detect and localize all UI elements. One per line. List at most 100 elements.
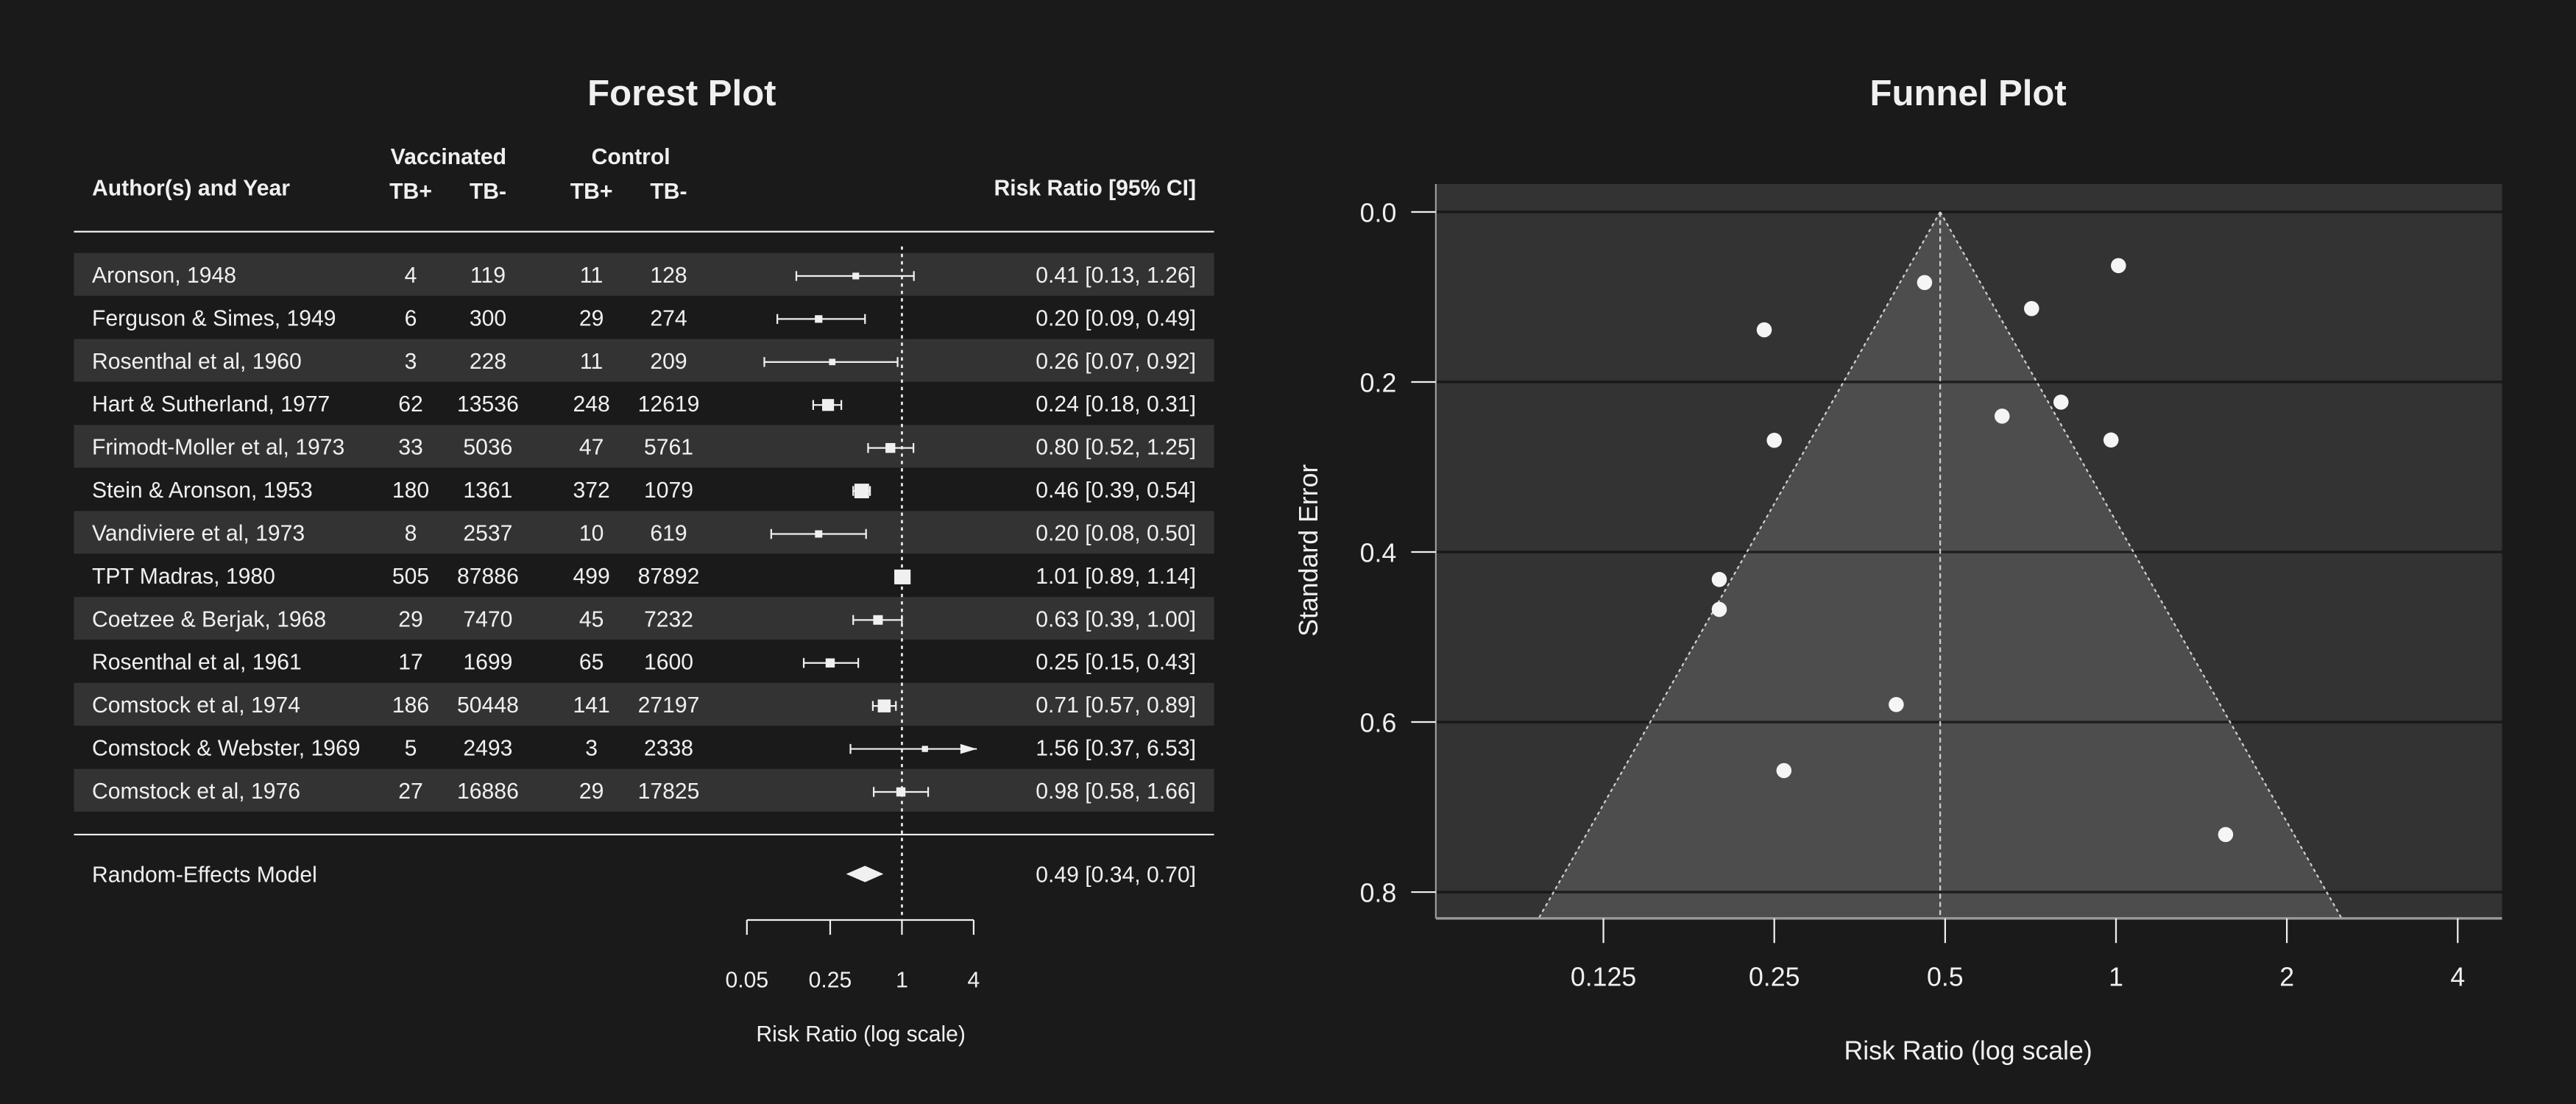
summary-estimate-text: 0.49 [0.34, 0.70] [1036, 863, 1196, 888]
ctrl-tbpos-cell: 141 [573, 693, 609, 718]
summary-label: Random-Effects Model [92, 863, 317, 888]
point-estimate-square [822, 399, 835, 411]
vacc-tbneg-cell: 7470 [463, 607, 512, 631]
estimate-cell: 1.56 [0.37, 6.53] [1036, 736, 1196, 760]
vacc-tbneg-cell: 119 [470, 263, 506, 288]
study-estimate-mark [852, 484, 871, 499]
vacc-tbpos-cell: 4 [405, 263, 417, 288]
header-vaccinated: Vaccinated [391, 145, 506, 169]
study-point [2053, 394, 2069, 410]
x-tick-label: 0.05 [725, 969, 768, 993]
funnel-limit-left [1538, 211, 1942, 919]
header-ctrl-tbpos: TB+ [570, 180, 613, 204]
vacc-tbneg-cell: 2537 [463, 521, 512, 545]
x-tick-label: 1 [896, 969, 908, 993]
ctrl-tbpos-cell: 29 [579, 779, 604, 804]
header-ctrl-tbneg: TB- [650, 180, 687, 204]
ci-arrow [960, 743, 977, 754]
ctrl-tbneg-cell: 7232 [644, 607, 693, 631]
point-estimate-square [852, 272, 860, 280]
y-tick-label: 0.0 [1360, 198, 1397, 227]
x-tick-label: 1 [2109, 962, 2123, 991]
row-band [74, 339, 1214, 382]
forest-x-label: Risk Ratio (log scale) [756, 1022, 966, 1047]
vacc-tbpos-cell: 3 [405, 350, 417, 374]
estimate-cell: 0.98 [0.58, 1.66] [1036, 779, 1196, 804]
study-point [1766, 433, 1782, 448]
estimate-cell: 0.25 [0.15, 0.43] [1036, 651, 1196, 675]
study-point [2103, 432, 2119, 448]
funnel-title: Funnel Plot [1869, 74, 2066, 113]
x-tick-label: 0.125 [1571, 962, 1636, 991]
summary-diamond [846, 866, 884, 882]
vacc-tbpos-cell: 186 [392, 693, 429, 718]
ctrl-tbpos-cell: 248 [573, 392, 609, 417]
author-cell: Frimodt-Moller et al, 1973 [92, 436, 344, 460]
estimate-cell: 0.24 [0.18, 0.31] [1036, 392, 1196, 417]
study-estimate-mark [867, 442, 915, 453]
y-tick-label: 0.8 [1360, 878, 1397, 907]
vacc-tbneg-cell: 300 [470, 306, 506, 330]
estimate-cell: 0.80 [0.52, 1.25] [1036, 436, 1196, 460]
funnel-limit-right [1939, 211, 2343, 919]
ctrl-tbpos-cell: 11 [580, 263, 603, 288]
funnel-plot: Funnel Plot 0.0 0.2 0.4 0.6 0.8 0.125 0.25 0.5 1… [1294, 74, 2502, 1066]
point-estimate-square [829, 358, 836, 366]
vacc-tbpos-cell: 8 [405, 521, 417, 545]
point-estimate-square [854, 484, 869, 499]
ctrl-tbneg-cell: 1079 [644, 478, 693, 503]
x-tick-label: 4 [2450, 962, 2465, 991]
x-tick-label: 0.25 [809, 969, 852, 993]
table-row: Coetzee & Berjak, 1968 29 7470 45 7232 0.63 [… [74, 597, 1214, 640]
vacc-tbneg-cell: 13536 [457, 392, 519, 417]
point-estimate-square [877, 699, 891, 712]
point-estimate-square [825, 658, 835, 668]
study-estimate-mark [770, 528, 867, 539]
vacc-tbneg-cell: 50448 [457, 693, 519, 718]
ctrl-tbpos-cell: 65 [579, 651, 604, 675]
estimate-cell: 0.41 [0.13, 1.26] [1036, 263, 1196, 288]
x-tick-label: 4 [968, 969, 980, 993]
author-cell: Vandiviere et al, 1973 [92, 521, 305, 545]
point-estimate-square [921, 746, 928, 752]
ctrl-tbpos-cell: 499 [573, 565, 609, 589]
vacc-tbneg-cell: 16886 [457, 779, 519, 804]
header-vacc-tbneg: TB- [470, 180, 506, 204]
ctrl-tbneg-cell: 12619 [638, 392, 700, 417]
vacc-tbpos-cell: 62 [398, 392, 423, 417]
point-estimate-square [873, 615, 883, 625]
study-estimate-mark [894, 569, 911, 584]
header-estimate: Risk Ratio [95% CI] [994, 177, 1196, 201]
table-row: Frimodt-Moller et al, 1973 33 5036 47 5761 0.… [74, 425, 1214, 468]
point-estimate-square [885, 442, 896, 453]
funnel-y-label: Standard Error [1294, 464, 1323, 637]
header-control: Control [592, 145, 670, 169]
table-row: Comstock & Webster, 1969 5 2493 3 2338 1.56 [… [92, 736, 1196, 760]
funnel-x-label: Risk Ratio (log scale) [1844, 1036, 2092, 1066]
y-tick-label: 0.2 [1360, 368, 1397, 397]
vacc-tbpos-cell: 17 [398, 651, 423, 675]
ctrl-tbneg-cell: 128 [650, 263, 687, 288]
author-cell: Comstock & Webster, 1969 [92, 736, 360, 760]
table-row: Ferguson & Simes, 1949 6 300 29 274 0.20 [0.0… [92, 306, 1196, 330]
header-vacc-tbpos: TB+ [389, 180, 432, 204]
point-estimate-square [815, 315, 823, 323]
forest-title: Forest Plot [587, 74, 776, 113]
table-row: Vandiviere et al, 1973 8 2537 10 619 0.20 [0.… [74, 511, 1214, 554]
study-rows: Aronson, 1948 4 119 11 128 0.41 [0.13, 1.26] F… [74, 252, 1214, 812]
row-band [74, 511, 1214, 554]
study-point [2024, 300, 2039, 316]
table-row: TPT Madras, 1980 505 87886 499 87892 1.01 [0.… [92, 565, 1196, 589]
study-point [1711, 601, 1727, 618]
estimate-cell: 1.01 [0.89, 1.14] [1036, 565, 1196, 589]
ctrl-tbpos-cell: 29 [579, 306, 604, 330]
vacc-tbpos-cell: 505 [392, 565, 429, 589]
estimate-cell: 0.26 [0.07, 0.92] [1036, 350, 1196, 374]
ctrl-tbpos-cell: 45 [579, 607, 604, 631]
author-cell: Comstock et al, 1974 [92, 693, 300, 718]
ctrl-tbpos-cell: 47 [579, 436, 604, 460]
study-point [1917, 275, 1933, 291]
ctrl-tbneg-cell: 27197 [638, 693, 700, 718]
ctrl-tbneg-cell: 209 [650, 350, 687, 374]
